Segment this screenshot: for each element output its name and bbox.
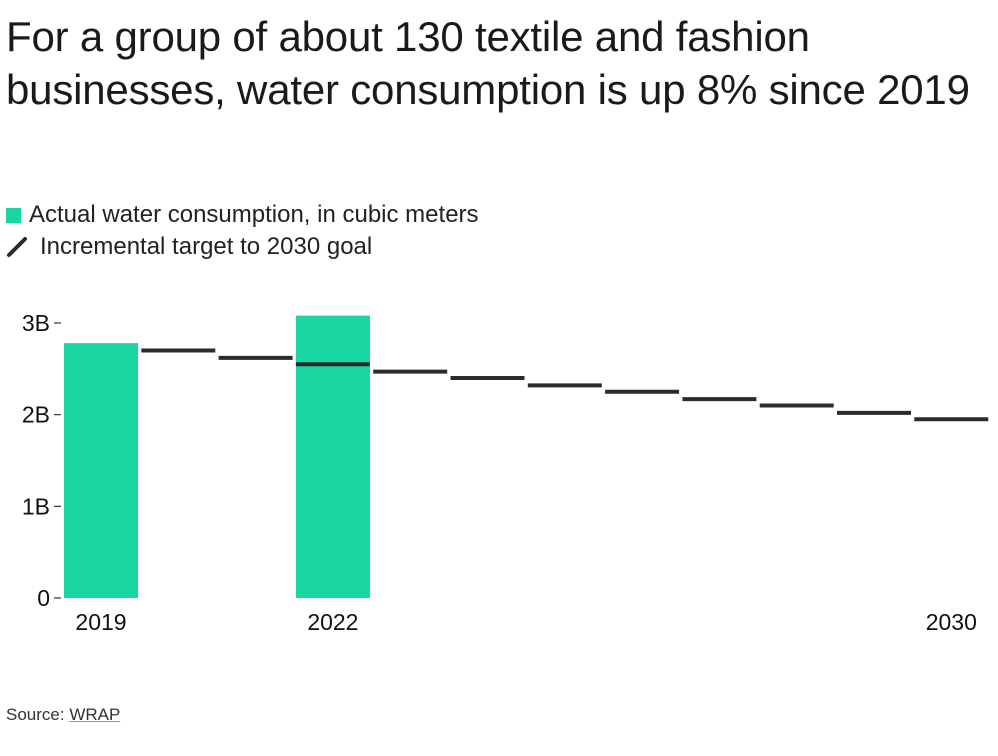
source-label: Source: xyxy=(6,705,65,724)
y-tick-label: 1B xyxy=(22,493,50,519)
legend-label-target: Incremental target to 2030 goal xyxy=(40,233,373,260)
y-tick-label: 3B xyxy=(22,310,50,336)
y-tick-label: 2B xyxy=(22,402,50,428)
chart-title: For a group of about 130 textile and fas… xyxy=(6,13,970,113)
x-tick-label: 2030 xyxy=(926,609,977,635)
bar-2019 xyxy=(64,343,138,598)
legend-swatch-square xyxy=(6,207,21,223)
legend-item-target: Incremental target to 2030 goal xyxy=(6,231,479,263)
source-link[interactable]: WRAP xyxy=(69,705,121,724)
legend-item-actual: Actual water consumption, in cubic meter… xyxy=(6,199,479,231)
bar-2022 xyxy=(295,315,370,598)
x-tick-label: 2022 xyxy=(307,609,358,635)
bar-chart: 0 1B 2B 3B 2019 2022 2030 xyxy=(22,310,989,635)
legend-swatch-line xyxy=(7,237,27,257)
legend: Actual water consumption, in cubic meter… xyxy=(6,199,479,263)
x-tick-label: 2019 xyxy=(75,609,126,635)
source-note: Source: WRAP xyxy=(6,705,120,725)
y-tick-label: 0 xyxy=(37,585,50,611)
legend-label-actual: Actual water consumption, in cubic meter… xyxy=(29,201,479,228)
